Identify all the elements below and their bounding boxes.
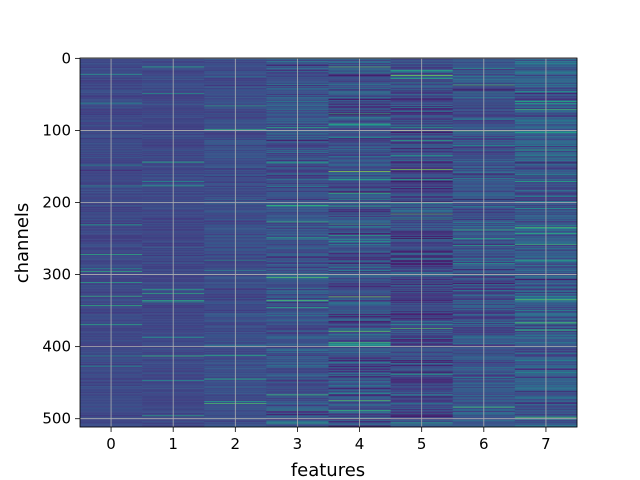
y-axis-ticks: 0 100 200 300 400 500	[42, 49, 80, 428]
x-tick-label: 5	[417, 435, 427, 453]
x-tick-label: 4	[355, 435, 365, 453]
heatmap-cells	[80, 58, 578, 428]
plot-frame	[79, 57, 578, 428]
y-tick-label: 500	[42, 410, 71, 428]
y-tick-label: 0	[61, 49, 71, 67]
y-tick-label: 300	[42, 266, 71, 284]
x-tick-label: 0	[106, 435, 116, 453]
x-tick-label: 7	[541, 435, 551, 453]
x-tick-label: 3	[293, 435, 303, 453]
grid-lines	[80, 57, 577, 427]
x-axis-label: features	[291, 460, 365, 480]
y-axis-label: channels	[12, 203, 33, 284]
y-tick-label: 200	[42, 194, 71, 212]
x-tick-label: 1	[168, 435, 178, 453]
y-tick-label: 100	[42, 121, 71, 139]
y-tick-label: 400	[42, 338, 71, 356]
x-axis-ticks: 0 1 2 3 4 5 6 7	[106, 427, 551, 453]
x-tick-label: 6	[479, 435, 489, 453]
x-tick-label: 2	[231, 435, 241, 453]
